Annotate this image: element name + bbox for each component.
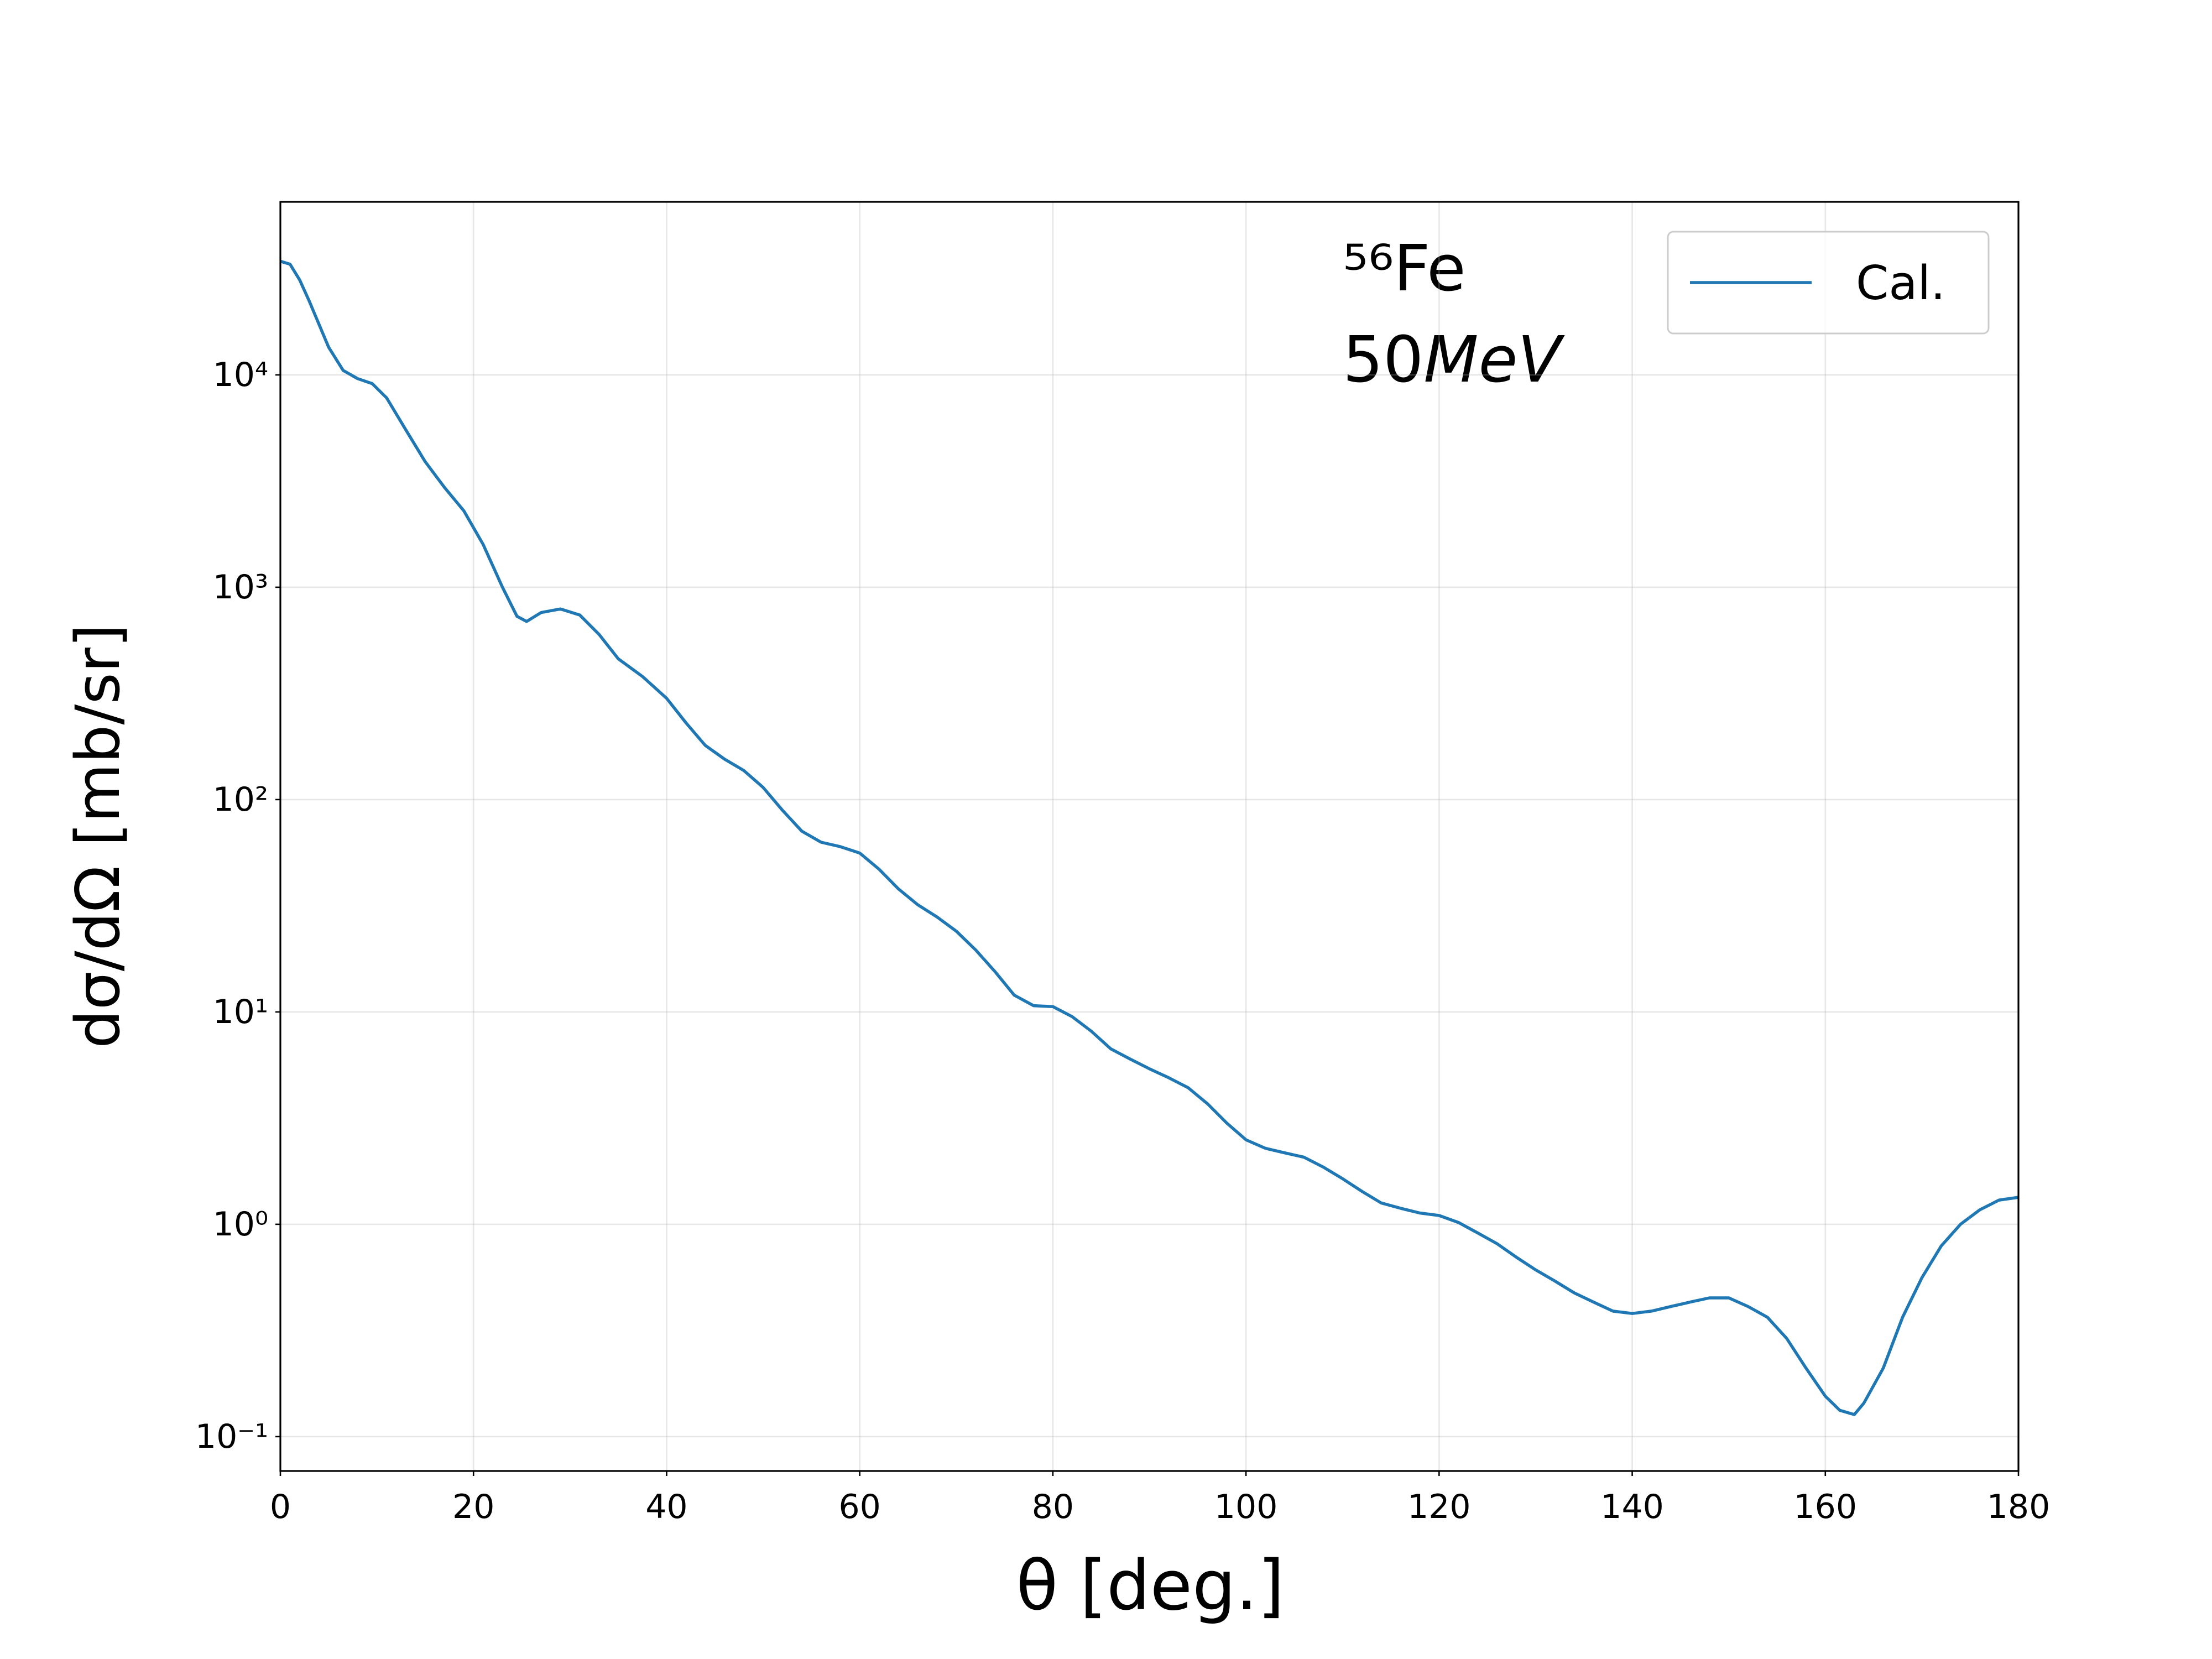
x-tick-label: 40	[645, 1488, 687, 1526]
legend-label: Cal.	[1856, 256, 1945, 311]
x-tick-label: 0	[270, 1488, 291, 1526]
x-tick-label: 120	[1407, 1488, 1471, 1526]
x-tick-label: 60	[838, 1488, 880, 1526]
y-tick-label: 10⁰	[213, 1205, 268, 1244]
y-tick-label: 10⁻¹	[195, 1417, 268, 1456]
x-tick-label: 180	[1987, 1488, 2051, 1526]
y-tick-label: 10²	[213, 780, 268, 819]
x-axis-label: θ [deg.]	[1016, 1546, 1284, 1626]
annotation-energy: 50MeV	[1343, 323, 1565, 397]
energy-value: 50	[1343, 323, 1423, 397]
x-tick-label: 140	[1600, 1488, 1664, 1526]
y-tick-label: 10⁴	[213, 356, 268, 394]
x-tick-label: 80	[1032, 1488, 1074, 1526]
x-tick-label: 100	[1214, 1488, 1278, 1526]
legend-box	[1667, 231, 1990, 335]
y-tick-label: 10³	[213, 568, 268, 607]
x-tick-label: 20	[452, 1488, 494, 1526]
energy-unit: MeV	[1423, 323, 1565, 397]
axes-frame	[279, 201, 2020, 1472]
y-tick-label: 10¹	[213, 993, 268, 1031]
y-axis-label: dσ/dΩ [mb/sr]	[62, 624, 133, 1048]
data-line	[280, 259, 2019, 1416]
x-tick-label: 160	[1794, 1488, 1858, 1526]
annotation-nucleus: ⁵⁶Fe	[1343, 232, 1466, 306]
